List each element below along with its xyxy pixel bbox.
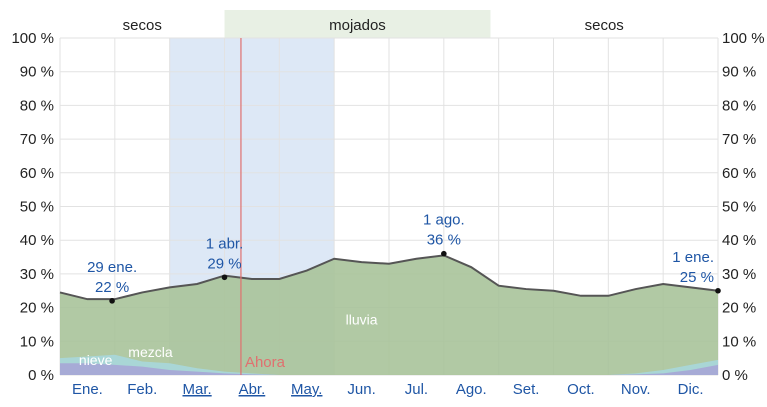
- annotation-date-0: 29 ene.: [87, 259, 137, 276]
- month-label-6: Jul.: [405, 381, 428, 398]
- month-label-9: Oct.: [567, 381, 595, 398]
- y-axis-left: 0 % 10 % 20 % 30 % 40 % 50 % 60 % 70 % 80 % 90 % 1…: [11, 30, 54, 384]
- month-label-3: Abr.: [239, 381, 266, 398]
- month-label-7: Ago.: [456, 381, 487, 398]
- season-label-0: secos: [123, 17, 162, 34]
- y-tick-right: 80 %: [722, 97, 756, 114]
- y-axis-right: 0 % 10 % 20 % 30 % 40 % 50 % 60 % 70 % 80 % 90 % 1…: [722, 30, 765, 384]
- line-lluvia: [59, 254, 719, 301]
- area-nieve: [60, 363, 718, 375]
- annotation-value-3: 25 %: [680, 269, 714, 286]
- y-tick-left: 40 %: [20, 232, 54, 249]
- annotations: 29 ene. 22 % 1 abr. 29 % 1 ago. 36 % 1 ene. 25 …: [87, 212, 721, 304]
- y-tick-left: 70 %: [20, 131, 54, 148]
- y-tick-right: 90 %: [722, 64, 756, 81]
- season-label-1: mojados: [329, 17, 386, 34]
- y-tick-right: 20 %: [722, 300, 756, 317]
- area-lluvia: [60, 255, 718, 375]
- y-tick-right: 50 %: [722, 199, 756, 216]
- y-tick-right: 100 %: [722, 30, 765, 47]
- annotation-value-0: 22 %: [95, 279, 129, 296]
- y-tick-right: 10 %: [722, 333, 756, 350]
- annotation-date-1: 1 abr.: [206, 235, 244, 252]
- annotation-point-3: [715, 287, 721, 294]
- y-tick-right: 40 %: [722, 232, 756, 249]
- annotation-point-0: [109, 298, 115, 304]
- y-tick-right: 70 %: [722, 131, 756, 148]
- y-tick-left: 90 %: [20, 64, 54, 81]
- now-label: Ahora: [245, 354, 286, 371]
- month-label-4: May.: [291, 381, 322, 398]
- season-label-2: secos: [585, 17, 624, 34]
- month-label-10: Nov.: [621, 381, 651, 398]
- month-label-0: Ene.: [72, 381, 103, 398]
- y-tick-right: 0 %: [722, 367, 748, 384]
- area-label-nieve: nieve: [79, 352, 113, 368]
- annotation-value-2: 36 %: [427, 232, 461, 249]
- y-tick-left: 30 %: [20, 266, 54, 283]
- area-label-lluvia: lluvia: [346, 311, 378, 327]
- annotation-value-1: 29 %: [207, 255, 241, 272]
- annotation-date-2: 1 ago.: [423, 212, 465, 229]
- y-tick-left: 60 %: [20, 165, 54, 182]
- month-label-8: Set.: [513, 381, 540, 398]
- y-tick-right: 60 %: [722, 165, 756, 182]
- annotation-date-3: 1 ene.: [672, 249, 714, 266]
- y-tick-left: 100 %: [11, 30, 54, 47]
- area-label-mezcla: mezcla: [128, 344, 173, 360]
- x-axis: Ene. Feb. Mar. Abr. May. Jun. Jul. Ago. Set. Oct.…: [72, 381, 704, 398]
- season-bands: [224, 10, 491, 38]
- y-tick-left: 20 %: [20, 300, 54, 317]
- month-label-1: Feb.: [127, 381, 157, 398]
- season-band-wet: [224, 10, 491, 38]
- now-marker: Ahora: [240, 38, 286, 375]
- annotation-point-2: [441, 250, 447, 257]
- y-tick-left: 10 %: [20, 333, 54, 350]
- month-label-5: Jun.: [347, 381, 375, 398]
- y-tick-left: 80 %: [20, 97, 54, 114]
- area-labels: lluvia mezcla nieve: [79, 311, 378, 367]
- y-tick-right: 30 %: [722, 266, 756, 283]
- month-label-2: Mar.: [182, 381, 211, 398]
- season-labels: secos mojados secos: [123, 17, 624, 34]
- y-tick-left: 0 %: [28, 367, 54, 384]
- y-tick-left: 50 %: [20, 199, 54, 216]
- areas: [59, 254, 719, 375]
- month-label-11: Dic.: [678, 381, 704, 398]
- annotation-point-1: [221, 274, 228, 281]
